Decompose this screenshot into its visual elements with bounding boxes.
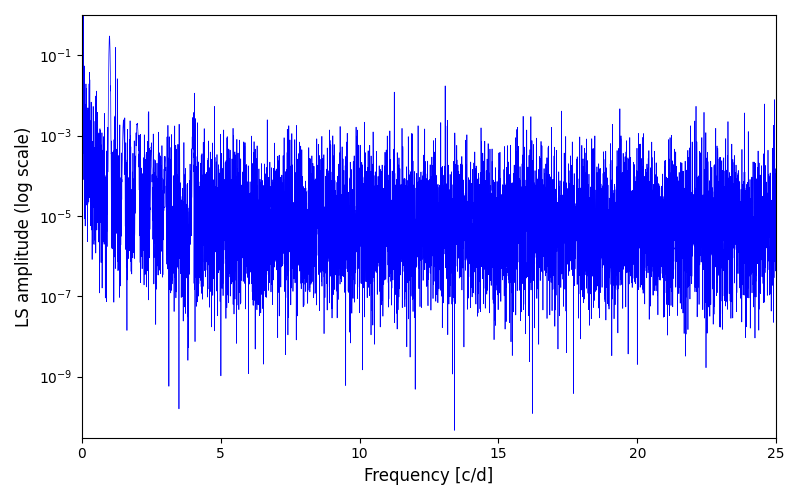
Y-axis label: LS amplitude (log scale): LS amplitude (log scale) [15, 126, 33, 326]
X-axis label: Frequency [c/d]: Frequency [c/d] [364, 467, 494, 485]
